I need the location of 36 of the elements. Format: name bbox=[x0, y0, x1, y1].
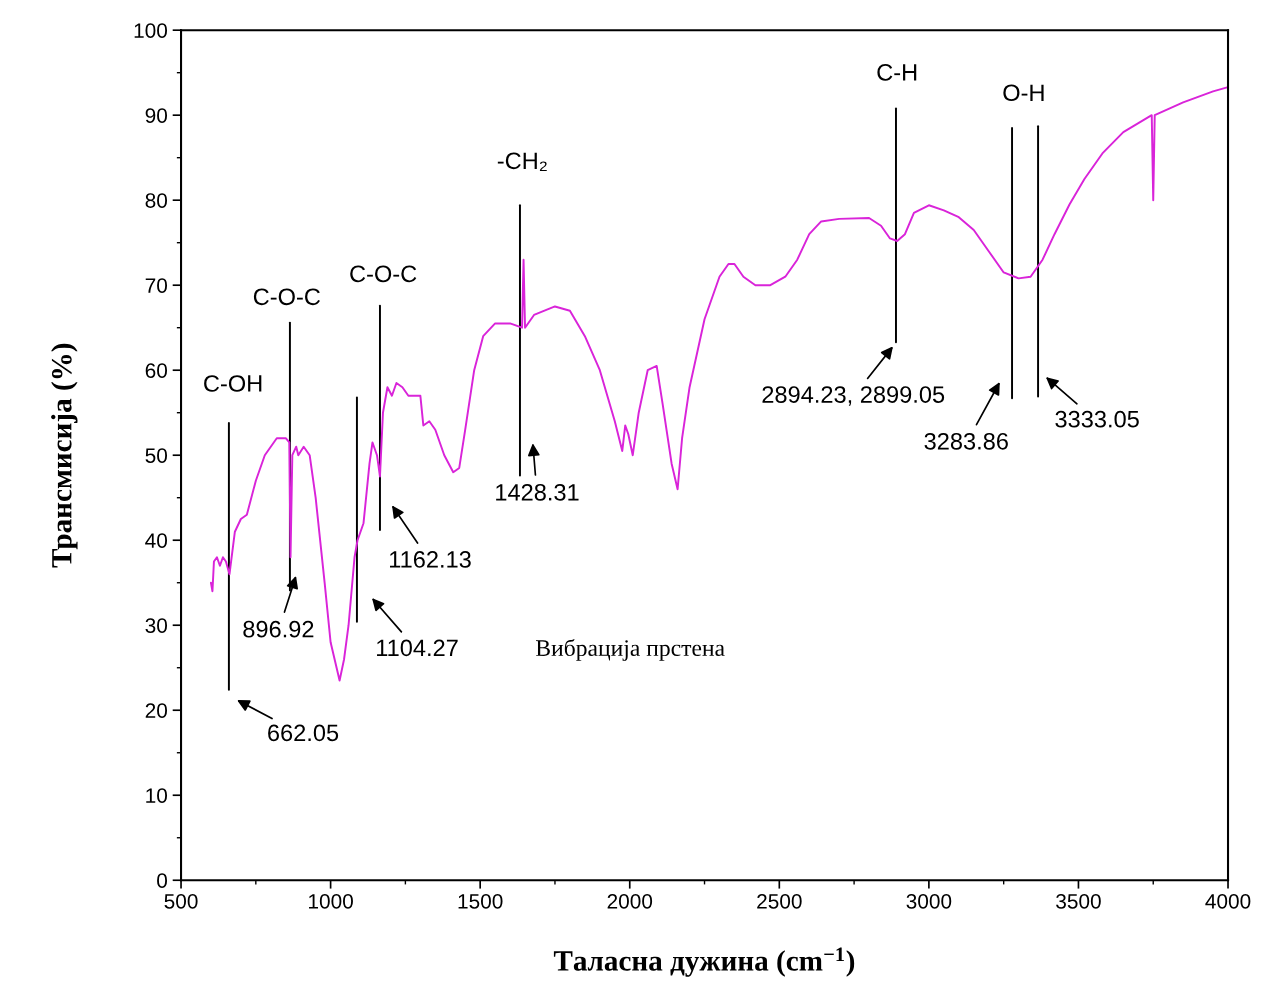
annotation: 1162.13 bbox=[390, 551, 471, 568]
x-tick-label: 2500 bbox=[757, 893, 802, 909]
y-tick-label: 0 bbox=[157, 873, 168, 888]
y-tick-label: 60 bbox=[145, 363, 168, 378]
annotation: 3333.05 bbox=[1055, 410, 1139, 428]
y-tick-label: 80 bbox=[145, 193, 168, 208]
x-tick-label: 4000 bbox=[1205, 893, 1251, 909]
x-tick-label: 1000 bbox=[309, 893, 353, 909]
y-tick-label: 50 bbox=[145, 448, 168, 463]
annotation: 3283.86 bbox=[924, 432, 1008, 450]
annotation: Вибрација прстена bbox=[536, 638, 725, 661]
x-tick-label: 3500 bbox=[1056, 893, 1101, 909]
y-axis-title: Трансмисија (%) bbox=[51, 343, 78, 568]
x-axis-title: Таласна дужина (cm$^{−1}$) bbox=[553, 947, 855, 977]
annotation: 1104.27 bbox=[377, 639, 458, 657]
x-tick-label: 3000 bbox=[906, 893, 952, 909]
annotation: C-H bbox=[877, 64, 917, 81]
x-tick-label: 500 bbox=[164, 893, 198, 909]
annotation: 1428.31 bbox=[496, 483, 579, 501]
annotation: 2894.23, 2899.05 bbox=[762, 386, 945, 406]
y-tick-label: 10 bbox=[146, 788, 168, 803]
annotation: 896.92 bbox=[243, 620, 314, 638]
annotation: C-O-C bbox=[350, 265, 417, 283]
annotation: -CH₂ bbox=[497, 152, 547, 171]
x-tick-label: 2000 bbox=[607, 893, 653, 909]
y-tick-label: 90 bbox=[145, 108, 168, 123]
y-tick-label: 70 bbox=[145, 278, 168, 293]
x-tick-label: 1500 bbox=[458, 893, 503, 909]
annotation: C-OH bbox=[204, 375, 262, 392]
y-tick-label: 20 bbox=[145, 703, 168, 718]
annotation: C-O-C bbox=[253, 288, 320, 306]
y-tick-label: 100 bbox=[134, 23, 168, 38]
y-tick-label: 30 bbox=[145, 618, 168, 633]
annotation: O-H bbox=[1003, 84, 1044, 102]
annotation: 662.05 bbox=[268, 724, 339, 742]
y-tick-label: 40 bbox=[145, 533, 168, 548]
